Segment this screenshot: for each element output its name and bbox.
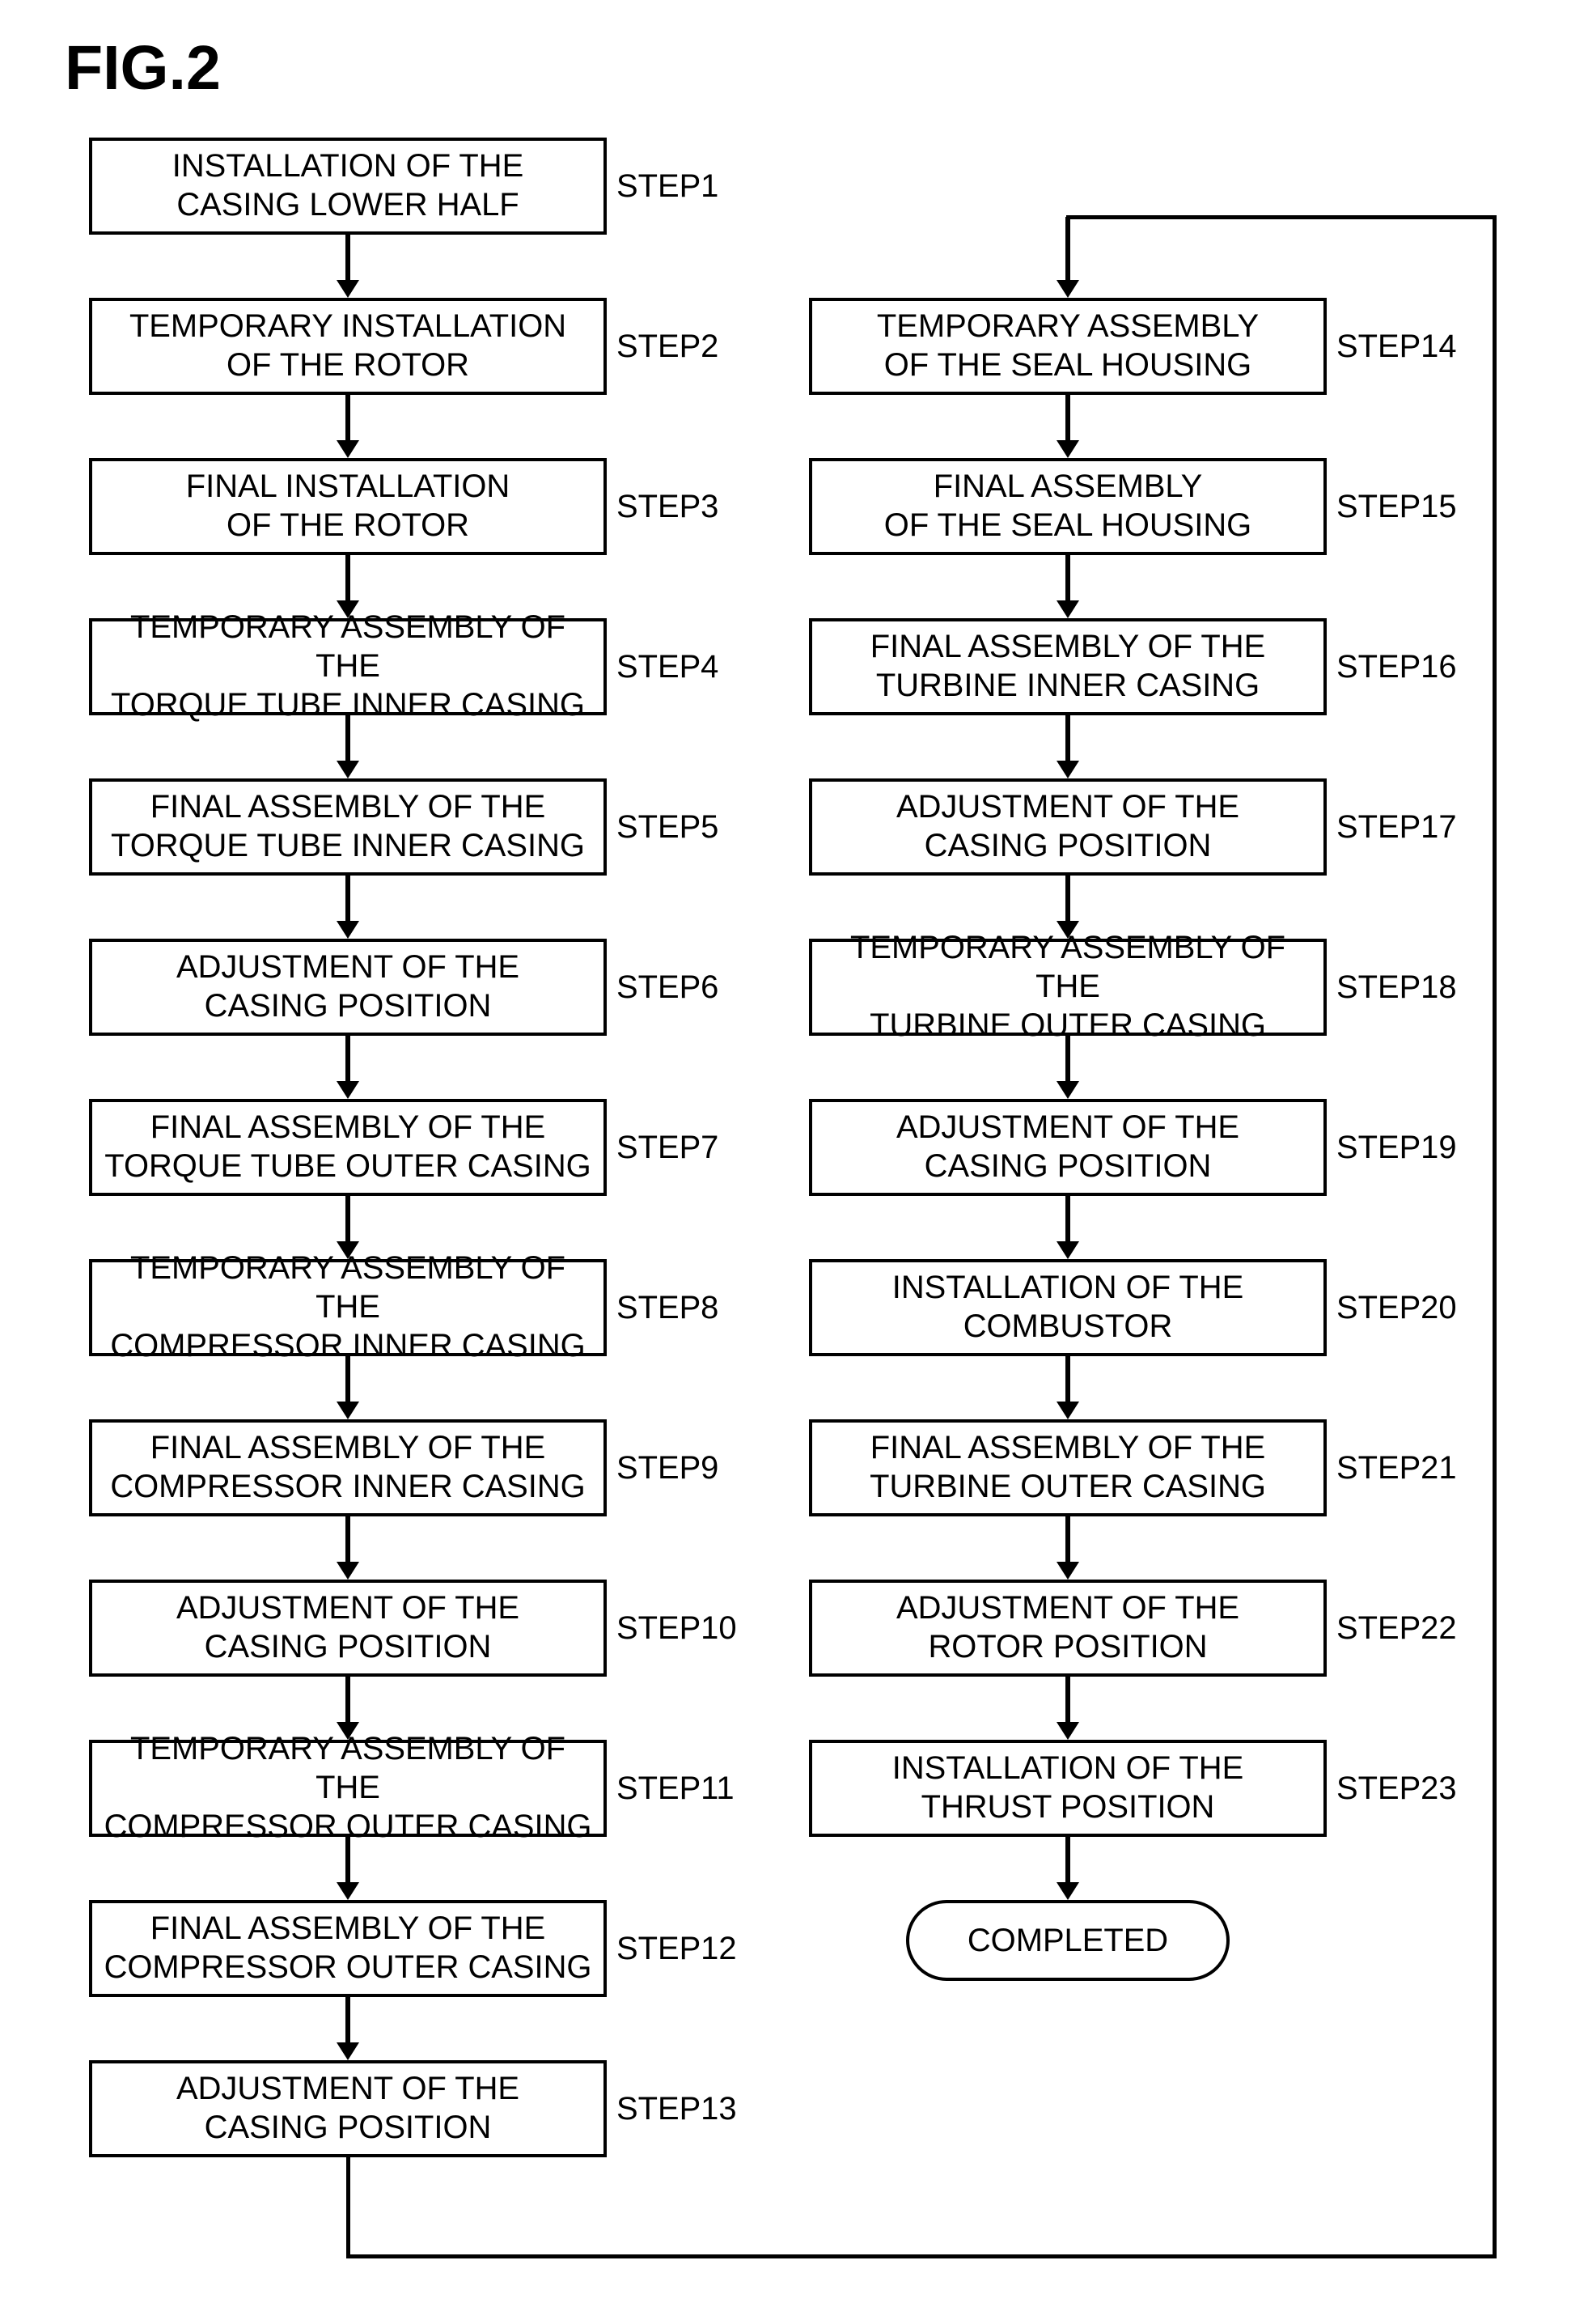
steps_left-arrow-12-shaft	[345, 1997, 350, 2044]
steps_left-label-4: STEP4	[616, 649, 718, 685]
steps_right-label-9: STEP22	[1336, 1610, 1457, 1647]
steps_left-box-4: TEMPORARY ASSEMBLY OF THE TORQUE TUBE IN…	[89, 618, 607, 715]
steps_right-arrow-4-head	[1057, 921, 1079, 939]
steps_left-box-10: ADJUSTMENT OF THE CASING POSITION	[89, 1580, 607, 1677]
connector-top	[1066, 215, 1497, 219]
connector-bottom	[346, 2254, 1497, 2258]
steps_right-arrow-4-shaft	[1065, 876, 1070, 922]
steps_left-box-12: FINAL ASSEMBLY OF THE COMPRESSOR OUTER C…	[89, 1900, 607, 1997]
steps_left-label-7: STEP7	[616, 1130, 718, 1166]
steps_right-arrow-8-shaft	[1065, 1516, 1070, 1563]
steps_left-box-13: ADJUSTMENT OF THE CASING POSITION	[89, 2060, 607, 2157]
steps_left-arrow-11-head	[337, 1882, 359, 1900]
arrow-to-terminator-shaft	[1065, 1837, 1070, 1884]
steps_left-arrow-5-head	[337, 921, 359, 939]
steps_left-label-9: STEP9	[616, 1450, 718, 1486]
steps_left-arrow-7-head	[337, 1241, 359, 1259]
steps_left-box-3: FINAL INSTALLATION OF THE ROTOR	[89, 458, 607, 555]
steps_left-box-5: FINAL ASSEMBLY OF THE TORQUE TUBE INNER …	[89, 778, 607, 876]
steps_left-arrow-4-shaft	[345, 715, 350, 762]
steps_right-box-2: FINAL ASSEMBLY OF THE SEAL HOUSING	[809, 458, 1327, 555]
steps_left-arrow-1-head	[337, 280, 359, 298]
steps_right-label-3: STEP16	[1336, 649, 1457, 685]
steps_left-arrow-9-head	[337, 1562, 359, 1580]
arrow-to-terminator-head	[1057, 1882, 1079, 1900]
steps_left-label-11: STEP11	[616, 1771, 735, 1807]
steps_right-arrow-1-head	[1057, 440, 1079, 458]
connector-into-right-head	[1057, 280, 1079, 298]
steps_left-arrow-6-head	[337, 1081, 359, 1099]
steps_left-label-6: STEP6	[616, 969, 718, 1006]
steps_right-arrow-6-shaft	[1065, 1196, 1070, 1243]
steps_right-box-1: TEMPORARY ASSEMBLY OF THE SEAL HOUSING	[809, 298, 1327, 395]
steps_right-box-9: ADJUSTMENT OF THE ROTOR POSITION	[809, 1580, 1327, 1677]
steps_right-arrow-2-head	[1057, 600, 1079, 618]
steps_right-arrow-7-head	[1057, 1402, 1079, 1419]
steps_right-box-8: FINAL ASSEMBLY OF THE TURBINE OUTER CASI…	[809, 1419, 1327, 1516]
steps_left-label-5: STEP5	[616, 809, 718, 846]
steps_right-label-2: STEP15	[1336, 489, 1457, 525]
steps_left-arrow-9-shaft	[345, 1516, 350, 1563]
steps_left-arrow-8-shaft	[345, 1356, 350, 1403]
steps_left-arrow-12-head	[337, 2042, 359, 2060]
steps_left-label-10: STEP10	[616, 1610, 737, 1647]
steps_left-arrow-10-head	[337, 1722, 359, 1740]
steps_right-label-7: STEP20	[1336, 1290, 1457, 1326]
steps_right-arrow-9-shaft	[1065, 1677, 1070, 1724]
steps_left-box-8: TEMPORARY ASSEMBLY OF THE COMPRESSOR INN…	[89, 1259, 607, 1356]
steps_right-label-5: STEP18	[1336, 969, 1457, 1006]
steps_left-arrow-3-shaft	[345, 555, 350, 602]
steps_right-box-6: ADJUSTMENT OF THE CASING POSITION	[809, 1099, 1327, 1196]
steps_right-label-10: STEP23	[1336, 1771, 1457, 1807]
steps_right-arrow-1-shaft	[1065, 395, 1070, 442]
steps_left-box-9: FINAL ASSEMBLY OF THE COMPRESSOR INNER C…	[89, 1419, 607, 1516]
steps_right-arrow-2-shaft	[1065, 555, 1070, 602]
steps_right-box-4: ADJUSTMENT OF THE CASING POSITION	[809, 778, 1327, 876]
steps_right-arrow-5-shaft	[1065, 1036, 1070, 1083]
steps_left-label-8: STEP8	[616, 1290, 718, 1326]
steps_left-label-2: STEP2	[616, 329, 718, 365]
steps_left-arrow-2-head	[337, 440, 359, 458]
steps_left-box-2: TEMPORARY INSTALLATION OF THE ROTOR	[89, 298, 607, 395]
steps_left-box-11: TEMPORARY ASSEMBLY OF THE COMPRESSOR OUT…	[89, 1740, 607, 1837]
steps_right-label-8: STEP21	[1336, 1450, 1457, 1486]
steps_left-arrow-6-shaft	[345, 1036, 350, 1083]
steps_right-arrow-5-head	[1057, 1081, 1079, 1099]
steps_right-box-7: INSTALLATION OF THE COMBUSTOR	[809, 1259, 1327, 1356]
steps_right-box-5: TEMPORARY ASSEMBLY OF THE TURBINE OUTER …	[809, 939, 1327, 1036]
steps_left-arrow-7-shaft	[345, 1196, 350, 1243]
steps_left-arrow-11-shaft	[345, 1837, 350, 1884]
steps_right-arrow-7-shaft	[1065, 1356, 1070, 1403]
steps_left-arrow-4-head	[337, 761, 359, 778]
connector-left-drop	[346, 2157, 350, 2256]
figure-title: FIG.2	[65, 32, 221, 104]
steps_right-arrow-8-head	[1057, 1562, 1079, 1580]
steps_right-arrow-3-head	[1057, 761, 1079, 778]
steps_left-arrow-1-shaft	[345, 235, 350, 282]
steps_left-arrow-3-head	[337, 600, 359, 618]
steps_left-label-12: STEP12	[616, 1931, 737, 1967]
steps_left-arrow-2-shaft	[345, 395, 350, 442]
terminator-completed: COMPLETED	[906, 1900, 1230, 1981]
steps_right-box-3: FINAL ASSEMBLY OF THE TURBINE INNER CASI…	[809, 618, 1327, 715]
steps_left-arrow-8-head	[337, 1402, 359, 1419]
steps_left-label-1: STEP1	[616, 168, 718, 205]
steps_left-label-13: STEP13	[616, 2091, 737, 2127]
steps_right-box-10: INSTALLATION OF THE THRUST POSITION	[809, 1740, 1327, 1837]
connector-into-right-shaft	[1065, 217, 1070, 282]
steps_left-arrow-10-shaft	[345, 1677, 350, 1724]
steps_right-arrow-6-head	[1057, 1241, 1079, 1259]
steps_left-box-1: INSTALLATION OF THE CASING LOWER HALF	[89, 138, 607, 235]
steps_left-box-7: FINAL ASSEMBLY OF THE TORQUE TUBE OUTER …	[89, 1099, 607, 1196]
steps_right-label-6: STEP19	[1336, 1130, 1457, 1166]
steps_left-arrow-5-shaft	[345, 876, 350, 922]
steps_right-label-4: STEP17	[1336, 809, 1457, 846]
steps_right-arrow-9-head	[1057, 1722, 1079, 1740]
connector-right-rise	[1493, 217, 1497, 2256]
steps_right-label-1: STEP14	[1336, 329, 1457, 365]
steps_left-box-6: ADJUSTMENT OF THE CASING POSITION	[89, 939, 607, 1036]
steps_right-arrow-3-shaft	[1065, 715, 1070, 762]
steps_left-label-3: STEP3	[616, 489, 718, 525]
